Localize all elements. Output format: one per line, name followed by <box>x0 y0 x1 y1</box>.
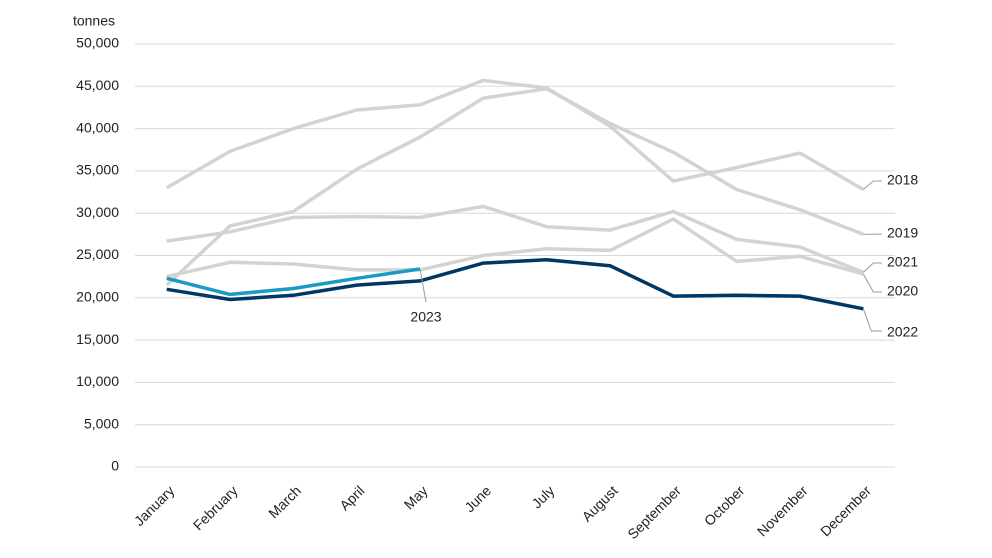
series-label: 2023 <box>410 309 441 325</box>
y-tick-label: 25,000 <box>76 246 119 262</box>
series-line <box>166 267 421 297</box>
x-tick-label: August <box>579 482 621 524</box>
x-tick-label: July <box>528 482 557 511</box>
x-tick-label: March <box>265 482 304 521</box>
y-tick-label: 5,000 <box>84 415 119 431</box>
y-tick-label: 10,000 <box>76 373 119 389</box>
series-label: 2019 <box>887 225 918 241</box>
x-tick-label: October <box>701 482 748 529</box>
series-line <box>166 257 864 311</box>
x-tick-label: September <box>624 482 684 542</box>
series-line <box>165 87 864 287</box>
y-tick-label: 20,000 <box>76 289 119 305</box>
series-label: 2022 <box>887 324 918 340</box>
leader-line <box>863 180 882 190</box>
series-label: 2020 <box>887 283 918 299</box>
x-tick-label: February <box>190 482 241 533</box>
x-tick-label: May <box>401 482 431 512</box>
x-tick-label: April <box>336 482 367 513</box>
series-label: 2021 <box>887 254 918 270</box>
y-axis-label: tonnes <box>73 13 115 29</box>
y-tick-label: 50,000 <box>76 35 119 51</box>
y-tick-label: 35,000 <box>76 162 119 178</box>
y-tick-label: 0 <box>111 458 119 474</box>
series-line <box>165 78 865 192</box>
x-tick-label: January <box>131 482 178 529</box>
y-tick-label: 45,000 <box>76 77 119 93</box>
y-tick-label: 30,000 <box>76 204 119 220</box>
y-tick-label: 15,000 <box>76 331 119 347</box>
x-tick-label: December <box>817 482 874 539</box>
leader-line <box>419 268 427 303</box>
x-tick-label: June <box>461 482 494 515</box>
leader-line <box>862 273 882 293</box>
leader-line <box>862 262 882 273</box>
series-label: 2018 <box>887 172 918 188</box>
leader-line <box>862 308 882 332</box>
x-tick-label: November <box>754 482 811 539</box>
y-tick-label: 40,000 <box>76 119 119 135</box>
series-line <box>166 217 864 279</box>
series-line <box>166 204 864 275</box>
